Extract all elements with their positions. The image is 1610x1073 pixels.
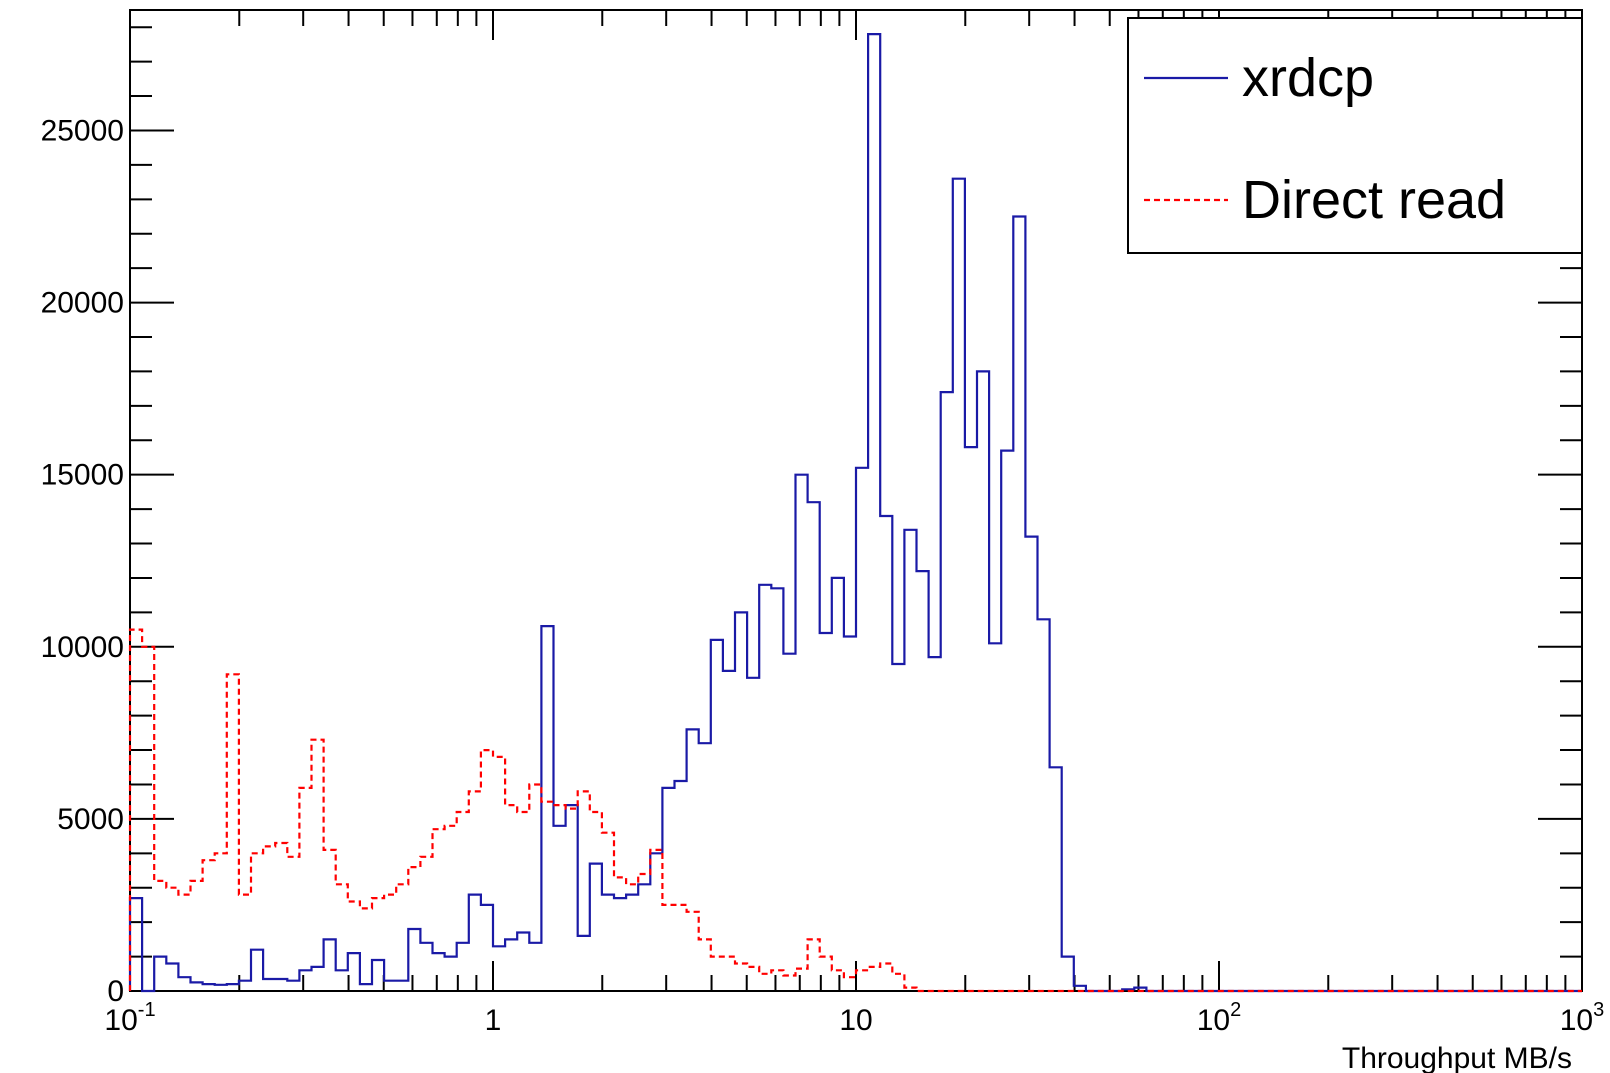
x-tick-label-base: 10 — [104, 1004, 137, 1037]
y-tick-label: 15000 — [41, 459, 124, 492]
x-tick-label-base: 10 — [839, 1004, 872, 1037]
y-tick-label: 25000 — [41, 114, 124, 147]
x-tick-label-base: 10 — [1560, 1004, 1593, 1037]
series-direct-read-line — [128, 628, 1582, 993]
y-tick-label: 0 — [107, 975, 124, 1008]
x-tick-label-exponent: -1 — [138, 999, 156, 1021]
x-tick-label: 10-1 — [104, 999, 155, 1037]
y-tick-labels: 0 5000 10000 15000 20000 25000 — [41, 114, 124, 1008]
y-tick-label: 10000 — [41, 631, 124, 664]
legend-label: xrdcp — [1242, 48, 1374, 108]
legend-box — [1127, 17, 1583, 254]
x-tick-label-exponent: 3 — [1593, 999, 1604, 1021]
series-layer — [128, 33, 1582, 993]
legend: xrdcp Direct read — [1127, 17, 1583, 254]
y-tick-label: 5000 — [57, 803, 124, 836]
x-tick-labels: 10-1 1 10 102 103 — [104, 999, 1604, 1037]
x-tick-label-exponent: 2 — [1230, 999, 1241, 1021]
x-axis-title: Throughput MB/s — [1342, 1042, 1572, 1073]
series-xrdcp-line — [128, 33, 1582, 993]
x-tick-label: 1 — [485, 1004, 502, 1037]
x-tick-label: 10 — [839, 1004, 872, 1037]
x-tick-label-base: 1 — [485, 1004, 502, 1037]
x-tick-label-base: 10 — [1197, 1004, 1230, 1037]
legend-label: Direct read — [1242, 170, 1506, 230]
y-tick-label: 20000 — [41, 287, 124, 320]
x-tick-label: 102 — [1197, 999, 1242, 1037]
x-tick-label: 103 — [1560, 999, 1605, 1037]
